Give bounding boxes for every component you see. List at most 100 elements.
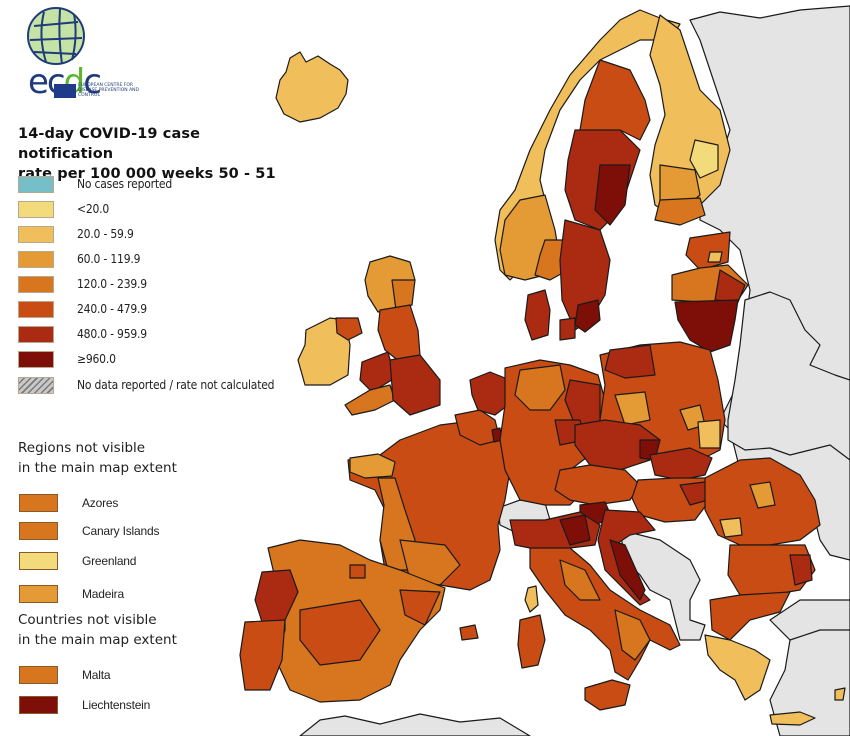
region-portugal-south: [239, 619, 286, 691]
eu-flag-icon: [54, 84, 76, 98]
legend-label: 120.0 - 239.9: [77, 277, 147, 291]
legend-item-greenland: Greenland: [19, 552, 136, 570]
legend-swatch: [19, 585, 58, 603]
region-spain-center: [299, 599, 381, 666]
region-cyprus: [834, 687, 846, 701]
legend-label: <20.0: [77, 202, 110, 216]
legend-item-gte960: ≥960.0: [18, 350, 116, 368]
countries-not-visible-title: Countries not visible in the main map ex…: [18, 612, 177, 648]
regions-not-visible-title: Regions not visible in the main map exte…: [18, 440, 177, 476]
legend-swatch: [18, 350, 54, 368]
region-italy-veneto: [559, 514, 591, 546]
region-poland-east-b: [697, 419, 721, 449]
region-turkey: [769, 629, 850, 736]
region-denmark-islands: [559, 317, 576, 341]
region-croatia-dalmatia: [609, 539, 646, 601]
legend-swatch: [18, 200, 54, 218]
region-spain-navarra: [349, 564, 366, 579]
legend-label: Greenland: [82, 554, 137, 568]
legend-label: Malta: [82, 668, 111, 682]
ecdc-logo: ecdc European Centre for Disease Prevent…: [14, 4, 139, 102]
legend-swatch: [19, 522, 58, 540]
region-romania-west: [719, 517, 743, 538]
region-wales: [359, 351, 396, 393]
region-poland-center: [614, 391, 651, 426]
legend-swatch: [19, 552, 58, 570]
region-sweden-core: [594, 164, 631, 226]
legend-label: Liechtenstein: [82, 698, 151, 712]
region-balearic: [459, 624, 479, 641]
region-iceland: [275, 51, 349, 123]
region-belarus: [727, 291, 850, 461]
legend-label: 480.0 - 959.9: [77, 327, 147, 341]
legend-item-liechtenstein: Liechtenstein: [19, 696, 150, 714]
legend-swatch: [19, 666, 58, 684]
legend-swatch: [18, 250, 54, 268]
region-romania-center: [749, 481, 776, 509]
logo-subtitle: European Centre for Disease Prevention a…: [78, 83, 139, 98]
legend-label: Canary Islands: [82, 524, 160, 538]
legend-label: No data reported / rate not calculated: [77, 378, 275, 392]
region-scotland-east: [391, 279, 416, 311]
legend-label: 240.0 - 479.9: [77, 302, 147, 316]
legend-label: 60.0 - 119.9: [77, 252, 141, 266]
region-sicily: [584, 679, 631, 711]
region-finland-east: [689, 139, 719, 179]
region-northern-ireland: [335, 317, 363, 341]
region-denmark: [524, 289, 551, 341]
region-czechia: [574, 419, 661, 471]
globe-icon: [27, 7, 85, 65]
region-finland-south: [654, 197, 706, 226]
legend-item-240-479: 240.0 - 479.9: [18, 300, 147, 318]
legend-swatch: [19, 494, 58, 512]
region-sardinia: [517, 614, 546, 669]
map-title: 14-day COVID-19 case notification rate p…: [18, 126, 276, 182]
region-spain-catalonia: [399, 589, 441, 626]
legend-panel: ecdc European Centre for Disease Prevent…: [0, 0, 300, 736]
region-north-africa: [299, 713, 531, 736]
region-southeast-england: [389, 354, 441, 416]
region-italy-center: [559, 559, 601, 601]
region-bulgaria-east: [789, 554, 813, 586]
legend-swatch: [18, 175, 54, 193]
legend-label: Madeira: [82, 587, 124, 601]
legend-label: 20.0 - 59.9: [77, 227, 134, 241]
legend-swatch: [18, 225, 54, 243]
legend-label: Azores: [82, 496, 119, 510]
region-western-balkans: [619, 529, 706, 641]
legend-label: ≥960.0: [77, 352, 116, 366]
legend-swatch: [18, 325, 54, 343]
region-sweden-north: [579, 59, 651, 141]
legend-swatch: [18, 275, 54, 293]
legend-item-480-959: 480.0 - 959.9: [18, 325, 147, 343]
legend-item-no-cases: No cases reported: [18, 175, 172, 193]
legend-item-60-119: 60.0 - 119.9: [18, 250, 140, 268]
region-sweden-skane: [574, 299, 601, 333]
legend-swatch-hatched: [18, 376, 54, 394]
region-greece-north: [709, 591, 791, 641]
region-slovakia: [649, 447, 713, 481]
legend-label: No cases reported: [77, 177, 173, 191]
region-netherlands: [469, 371, 509, 416]
region-poland-north: [604, 344, 656, 379]
region-southwest-england: [344, 384, 396, 416]
region-germany-north: [514, 364, 566, 411]
legend-item-madeira: Madeira: [19, 585, 124, 603]
region-austria: [554, 464, 641, 506]
legend-item-azores: Azores: [19, 494, 118, 512]
legend-item-lt20: <20.0: [18, 200, 109, 218]
legend-item-no-data: No data reported / rate not calculated: [18, 376, 275, 394]
legend-item-malta: Malta: [19, 666, 111, 684]
region-italy-south: [614, 609, 651, 661]
region-france-brittany: [349, 453, 396, 479]
region-greece: [704, 634, 771, 701]
legend-swatch: [18, 300, 54, 318]
region-lithuania: [674, 299, 739, 353]
region-crete: [769, 711, 816, 726]
legend-item-canary-islands: Canary Islands: [19, 522, 159, 540]
region-estonia-tallinn: [707, 251, 723, 263]
legend-swatch: [19, 696, 58, 714]
region-corsica: [524, 585, 539, 613]
region-estonia: [685, 231, 731, 271]
